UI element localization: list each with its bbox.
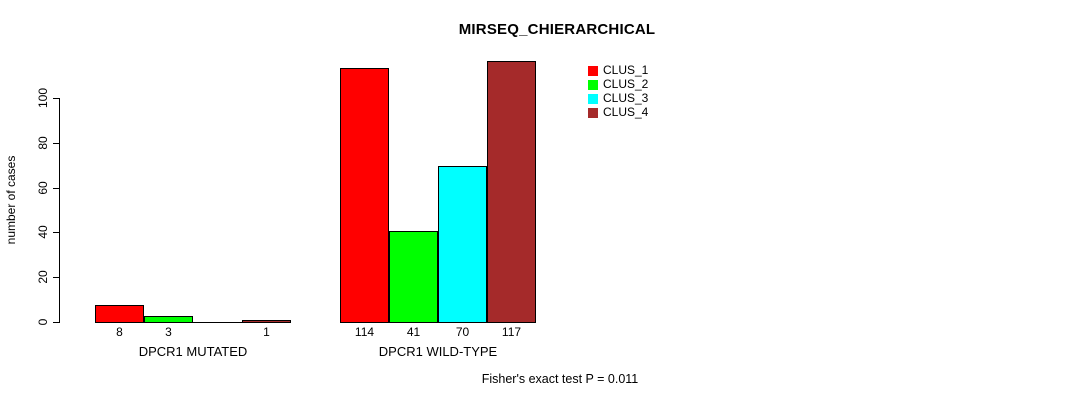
legend-item-clus_1: CLUS_1 xyxy=(588,64,648,77)
bar-clus_2-group1 xyxy=(144,316,193,323)
bar-clus_4-group2 xyxy=(487,61,536,323)
y-tick-mark xyxy=(53,232,59,234)
bar-clus_4-group1 xyxy=(242,320,291,323)
bar-clus_3-group2 xyxy=(438,166,487,323)
x-group-label: DPCR1 WILD-TYPE xyxy=(378,344,498,359)
y-tick-mark xyxy=(53,142,59,144)
bar-value-label: 70 xyxy=(455,325,470,339)
x-baseline xyxy=(95,322,291,323)
legend-item-clus_3: CLUS_3 xyxy=(588,92,648,105)
x-group-label: DPCR1 MUTATED xyxy=(138,344,248,359)
y-axis-line xyxy=(59,98,60,323)
chart-title: MIRSEQ_CHIERARCHICAL xyxy=(458,21,656,38)
y-tick-label: 80 xyxy=(36,136,50,150)
annotation-text: Fisher's exact test P = 0.011 xyxy=(481,372,639,386)
bar-value-label: 8 xyxy=(116,325,123,339)
legend-label: CLUS_2 xyxy=(603,77,649,91)
y-tick-label: 0 xyxy=(36,318,50,326)
legend-swatch-clus_3 xyxy=(588,93,598,104)
y-tick-label: 40 xyxy=(36,225,50,240)
bar-value-label: 1 xyxy=(263,325,270,339)
bar-value-label: 3 xyxy=(165,325,172,339)
legend-label: CLUS_3 xyxy=(603,91,649,105)
bar-clus_1-group2 xyxy=(340,68,389,323)
legend-item-clus_2: CLUS_2 xyxy=(588,78,648,91)
bar-clus_1-group1 xyxy=(95,305,144,323)
bar-value-label: 41 xyxy=(406,325,421,339)
y-tick-label: 60 xyxy=(36,180,50,195)
legend-swatch-clus_1 xyxy=(588,65,598,76)
y-tick-mark xyxy=(53,187,59,189)
bar-value-label: 114 xyxy=(354,325,375,339)
legend-item-clus_4: CLUS_4 xyxy=(588,106,648,119)
legend-label: CLUS_4 xyxy=(603,105,649,119)
bar-clus_2-group2 xyxy=(389,231,438,323)
legend-swatch-clus_4 xyxy=(588,107,598,118)
legend-label: CLUS_1 xyxy=(603,63,649,77)
y-tick-mark xyxy=(53,277,59,279)
bar-value-label: 117 xyxy=(501,325,522,339)
y-tick-label: 20 xyxy=(36,270,50,284)
y-tick-mark xyxy=(53,98,59,99)
y-tick-label: 100 xyxy=(36,87,50,109)
legend-swatch-clus_2 xyxy=(588,79,598,90)
y-tick-mark xyxy=(53,322,59,323)
